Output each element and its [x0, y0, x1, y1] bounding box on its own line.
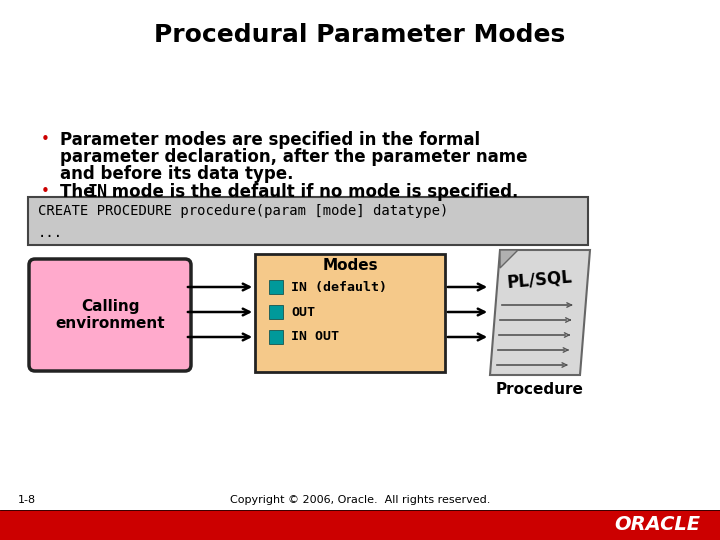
- Text: 1-8: 1-8: [18, 495, 36, 505]
- Text: Modes: Modes: [322, 259, 378, 273]
- Text: •: •: [40, 132, 50, 147]
- FancyBboxPatch shape: [28, 197, 588, 245]
- Text: Copyright © 2006, Oracle.  All rights reserved.: Copyright © 2006, Oracle. All rights res…: [230, 495, 490, 505]
- Text: mode is the default if no mode is specified.: mode is the default if no mode is specif…: [106, 183, 518, 201]
- Text: parameter declaration, after the parameter name: parameter declaration, after the paramet…: [60, 148, 528, 166]
- Text: Procedural Parameter Modes: Procedural Parameter Modes: [154, 23, 566, 47]
- Text: ...: ...: [38, 226, 63, 240]
- Text: Calling: Calling: [81, 300, 139, 314]
- Text: PL/SQL: PL/SQL: [506, 268, 574, 292]
- Text: OUT: OUT: [291, 306, 315, 319]
- Text: environment: environment: [55, 315, 165, 330]
- Text: IN (default): IN (default): [291, 280, 387, 294]
- Bar: [0, 510, 720, 540]
- FancyBboxPatch shape: [269, 330, 283, 344]
- Text: Parameter modes are specified in the formal: Parameter modes are specified in the for…: [60, 131, 480, 149]
- Text: and before its data type.: and before its data type.: [60, 165, 294, 183]
- FancyBboxPatch shape: [29, 259, 191, 371]
- Text: CREATE PROCEDURE procedure(param [mode] datatype): CREATE PROCEDURE procedure(param [mode] …: [38, 204, 449, 218]
- Text: IN: IN: [88, 183, 108, 201]
- Text: ORACLE: ORACLE: [614, 516, 700, 535]
- FancyBboxPatch shape: [269, 280, 283, 294]
- FancyBboxPatch shape: [269, 305, 283, 319]
- Text: Procedure: Procedure: [496, 382, 584, 397]
- Text: The: The: [60, 183, 100, 201]
- Text: IN OUT: IN OUT: [291, 330, 339, 343]
- Polygon shape: [500, 250, 518, 268]
- Polygon shape: [490, 250, 590, 375]
- FancyBboxPatch shape: [255, 254, 445, 372]
- Text: •: •: [40, 185, 50, 199]
